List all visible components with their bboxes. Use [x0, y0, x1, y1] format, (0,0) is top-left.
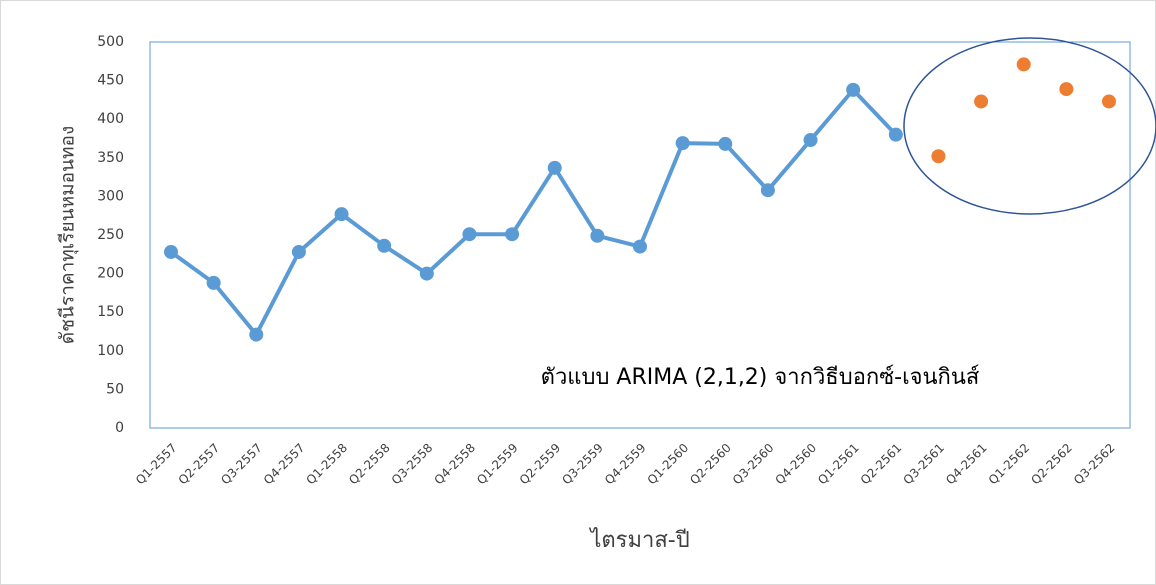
- highlight-ellipse: [903, 37, 1156, 215]
- series-line: [169, 87, 898, 337]
- point: [462, 227, 477, 242]
- y-tick-label: 200: [97, 266, 124, 282]
- y-tick-label: 400: [97, 111, 124, 127]
- y-tick-label: 500: [97, 34, 124, 50]
- point: [547, 160, 562, 175]
- point: [633, 239, 647, 254]
- point: [249, 327, 264, 342]
- y-tick-label: 450: [97, 73, 124, 89]
- point: [1059, 82, 1074, 97]
- point: [334, 207, 349, 222]
- point: [931, 149, 946, 164]
- point: [846, 82, 861, 97]
- y-tick-label: 100: [97, 343, 124, 359]
- point: [974, 94, 989, 109]
- y-tick-label: 0: [115, 420, 124, 436]
- y-tick-label: 50: [106, 381, 124, 397]
- y-tick-label: 300: [97, 188, 124, 204]
- x-axis-title: ไตรมาส-ปี: [588, 527, 689, 553]
- point: [164, 244, 178, 259]
- point: [590, 228, 605, 243]
- y-tick-label: 350: [97, 150, 124, 166]
- point: [206, 275, 221, 290]
- point: [377, 238, 392, 253]
- point: [505, 227, 520, 242]
- point: [675, 136, 690, 151]
- y-axis-title: ดัชนีราคาทุเรียนหมอนทอง: [57, 126, 80, 344]
- plot-border: [149, 41, 1131, 429]
- point: [760, 183, 775, 198]
- point: [803, 133, 818, 148]
- point: [291, 244, 306, 259]
- point: [718, 136, 733, 151]
- point: [888, 127, 903, 142]
- y-tick-label: 150: [97, 304, 124, 320]
- point: [1102, 94, 1116, 109]
- point: [419, 266, 434, 281]
- y-tick-label: 250: [97, 227, 124, 243]
- point: [1016, 57, 1031, 72]
- annotation: ตัวแบบ ARIMA (2,1,2) จากวิธีบอกซ์-เจนกิน…: [541, 365, 980, 390]
